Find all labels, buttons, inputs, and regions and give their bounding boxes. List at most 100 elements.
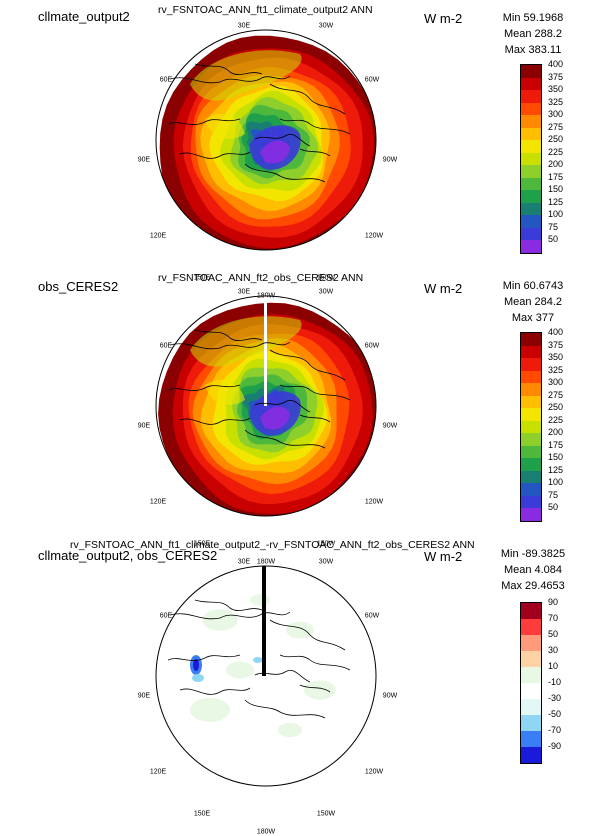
diff-patch [192,674,204,682]
colorbar-tick-label: 175 [548,439,564,450]
colorbar-swatch [521,152,541,165]
colorbar-box [520,332,542,522]
coastline [279,384,351,401]
plot-title: rv_FSNTOAC_ANN_ft1_climate_output2_-rv_F… [70,539,475,551]
stat-min: Min -89.3825 [500,548,566,560]
longitude-label: 150W [316,540,336,548]
coastline [179,151,251,159]
colorbar-tick-label: 225 [548,414,564,425]
colorbar-swatch [521,715,541,731]
colorbar-swatch [521,445,541,458]
plot-title: rv_FSNTOAC_ANN_ft1_climate_output2 ANN [158,4,373,16]
colorbar-tick-label: 30 [548,645,559,655]
colorbar-tick-label: 225 [548,146,564,157]
units-label: W m-2 [424,549,463,564]
case-label: obs_CERES2 [38,279,119,294]
longitude-label: 90E [137,156,151,164]
coastline [179,687,251,695]
colorbar-tick-label: 200 [548,159,564,169]
longitude-label: 120W [364,232,384,240]
diff-patch [226,661,254,679]
stat-min: Min 59.1968 [502,12,564,24]
colorbar-tick-label: 250 [548,134,564,144]
coastline [279,654,351,671]
coastline [167,384,241,391]
colorbar-swatch [521,177,541,190]
colorbar-swatch [521,433,541,446]
longitude-label: 90W [382,156,398,164]
longitude-label: 30W [318,558,334,566]
colorbar-swatch [521,495,541,508]
diff-patch [202,609,238,631]
coastline [169,75,291,84]
coastline [254,400,311,413]
coastline [269,83,346,115]
colorbar-swatch [521,731,541,747]
colorbar-tick-label: 90 [548,597,559,607]
coastline [179,417,251,425]
coastline [244,163,326,183]
longitude-label: 150E [193,810,211,818]
colorbar-tick-label: 70 [548,613,559,623]
colorbar-tick-label: -30 [548,693,562,703]
coastline [169,341,291,350]
coastline [167,654,241,661]
colorbar-swatch [521,619,541,635]
coastline [169,611,291,620]
colorbar-swatch [521,635,541,651]
colorbar-swatch [521,102,541,115]
diff-patch [286,621,314,639]
longitude-label: 30E [237,558,251,566]
colorbar-swatch [521,77,541,90]
map-border [155,29,377,251]
diff-patch [190,698,230,722]
units-label: W m-2 [424,281,463,296]
longitude-label: 90W [382,692,398,700]
longitude-label: 150W [316,810,336,818]
colorbar-box [520,64,542,254]
longitude-label: 120W [364,498,384,506]
colorbar-swatch [521,470,541,483]
colorbar-tick-label: 350 [548,84,564,94]
contour-fill [159,35,376,250]
longitude-label: 90W [382,422,398,430]
colorbar-swatch [521,240,541,253]
colorbar-swatch [521,127,541,140]
longitude-label: 150E [193,274,211,282]
coastline [299,414,331,423]
stat-max: Max 377 [511,312,555,324]
coastline [299,148,331,157]
longitude-label: 60E [159,342,173,350]
coastline [167,118,241,125]
colorbar-swatch [521,408,541,421]
colorbar-tick-label: -10 [548,677,562,687]
colorbar-swatch [521,358,541,371]
stat-min: Min 60.6743 [502,280,564,292]
polar-low [260,406,290,430]
colorbar-tick-label: 100 [548,209,564,219]
seam-line [262,566,266,676]
polar-map [155,29,377,251]
longitude-label: 60W [364,342,380,350]
coastline [244,699,326,719]
coastlines [167,329,351,449]
colorbar-tick-label: 400 [548,59,564,69]
colorbar-box [520,602,542,764]
data-gap [264,296,267,406]
colorbar-tick-label: 300 [548,109,564,119]
longitude-label: 60E [159,76,173,84]
map-border [155,295,377,517]
coastline [269,349,346,381]
colorbar-swatch [521,683,541,699]
colorbar-tick-label: 150 [548,452,564,462]
colorbar-tick-label: 275 [548,121,564,132]
coastlines [167,599,351,719]
longitude-label: 60W [364,76,380,84]
colorbar-tick-label: 50 [548,629,559,639]
colorbar-tick-label: 250 [548,402,564,412]
colorbar-tick-label: 200 [548,427,564,437]
colorbar-swatch [521,65,541,78]
colorbar-swatch [521,140,541,153]
colorbar-tick-label: -70 [548,725,562,735]
diff-patch [253,657,263,663]
